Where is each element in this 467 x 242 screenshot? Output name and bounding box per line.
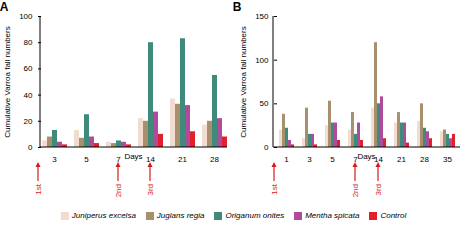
svg-text:2nd: 2nd — [114, 184, 123, 197]
svg-text:7: 7 — [353, 155, 358, 165]
svg-text:28: 28 — [420, 155, 429, 164]
svg-text:3: 3 — [307, 155, 312, 164]
svg-text:Cumulative Varroa fall numbers: Cumulative Varroa fall numbers — [3, 26, 12, 137]
svg-text:35: 35 — [443, 155, 452, 164]
html-text:Mentha spicata: Mentha spicata — [305, 211, 360, 220]
svg-text:B: B — [233, 0, 242, 14]
svg-text:100: 100 — [19, 12, 33, 21]
svg-text:0: 0 — [264, 143, 269, 152]
svg-text:0: 0 — [28, 143, 33, 152]
svg-text:100: 100 — [255, 56, 269, 65]
svg-text:14: 14 — [374, 155, 383, 165]
svg-text:3: 3 — [52, 155, 57, 164]
html-text:Control: Control — [380, 211, 407, 220]
svg-text:3rd: 3rd — [146, 184, 155, 196]
svg-text:14: 14 — [146, 155, 155, 164]
svg-text:50: 50 — [260, 99, 269, 108]
svg-text:40: 40 — [24, 91, 33, 100]
html-text:Juglans regia: Juglans regia — [156, 211, 205, 220]
svg-text:20: 20 — [24, 117, 33, 126]
svg-text:Cumulative Varroa fall numbers: Cumulative Varroa fall numbers — [239, 26, 248, 137]
svg-text:A: A — [0, 0, 9, 14]
svg-text:2nd: 2nd — [351, 184, 360, 197]
svg-text:7: 7 — [116, 155, 121, 164]
svg-text:21: 21 — [178, 155, 187, 164]
html-text:Origanum onites: Origanum onites — [225, 211, 285, 220]
svg-text:5: 5 — [84, 155, 89, 164]
svg-text:80: 80 — [24, 38, 33, 47]
svg-text:1: 1 — [284, 155, 289, 164]
svg-text:1st: 1st — [270, 183, 279, 194]
svg-text:28: 28 — [210, 155, 219, 164]
svg-text:Days: Days — [124, 152, 142, 161]
svg-text:Days: Days — [357, 152, 375, 161]
svg-text:3rd: 3rd — [374, 184, 383, 196]
svg-text:150: 150 — [255, 12, 269, 21]
svg-text:1st: 1st — [34, 183, 43, 194]
svg-text:21: 21 — [397, 155, 406, 164]
svg-text:60: 60 — [24, 64, 33, 73]
html-text:Juniperus excelsa: Juniperus excelsa — [71, 211, 136, 220]
svg-text:5: 5 — [330, 155, 335, 164]
